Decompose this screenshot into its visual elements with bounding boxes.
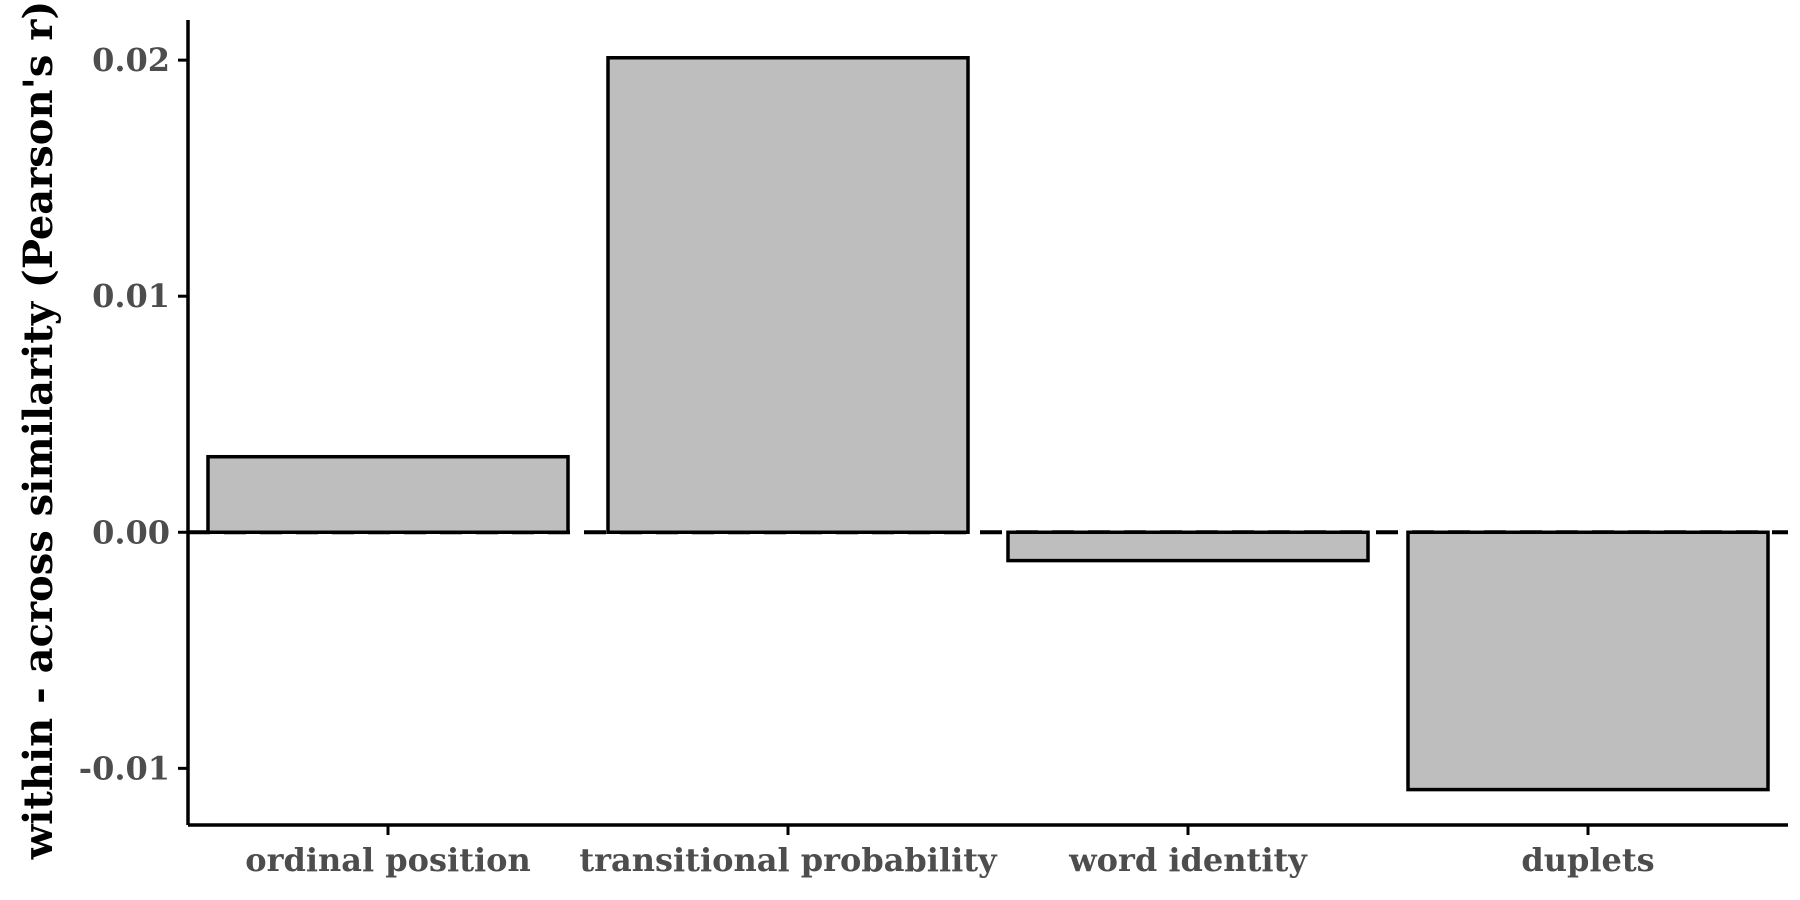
y-axis-title: within - across similarity (Pearson's r) — [15, 1, 62, 861]
bar-ordinal-position — [206, 454, 570, 535]
bar-transitional-probability — [606, 56, 970, 535]
bars-layer — [206, 56, 1770, 792]
x-tick-label: transitional probability — [579, 841, 998, 879]
x-tick-label: duplets — [1521, 841, 1654, 879]
bar-duplets — [1406, 530, 1770, 792]
y-tick-label: 0.00 — [92, 513, 170, 551]
x-tick-label: word identity — [1068, 841, 1308, 879]
x-tick-label: ordinal position — [245, 841, 530, 879]
x-ticks-layer: ordinal position transitional probability… — [245, 825, 1655, 879]
y-tick-label: 0.01 — [92, 277, 170, 315]
y-tick-label: 0.02 — [92, 41, 170, 79]
axes-layer — [186, 20, 1788, 827]
bar-word-identity — [1006, 530, 1370, 563]
y-tick-label: -0.01 — [79, 749, 170, 787]
y-ticks-layer: -0.01 0.00 0.01 0.02 — [79, 41, 188, 787]
